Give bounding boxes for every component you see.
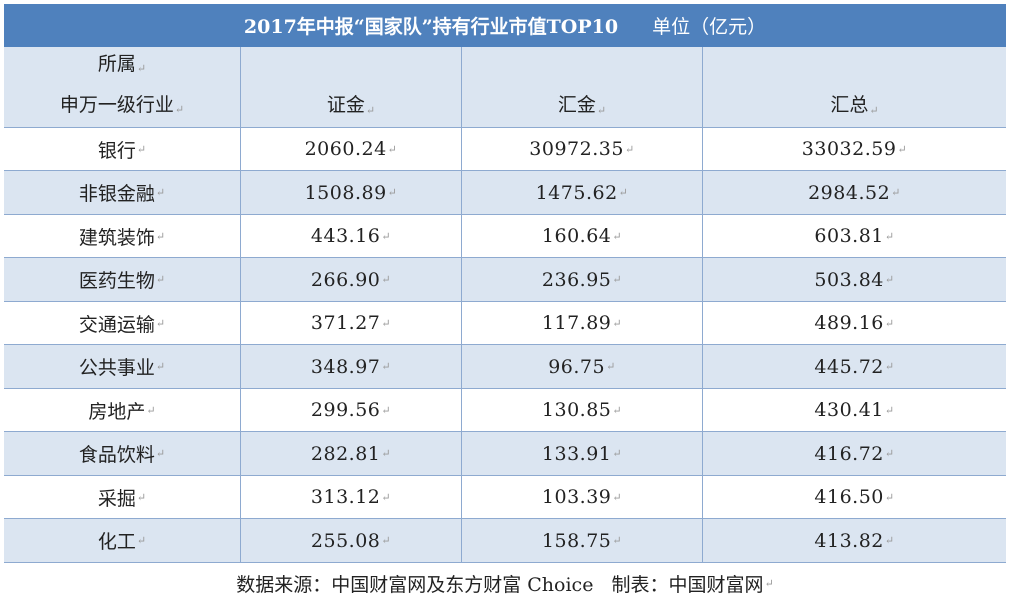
- cell-industry: 交通运输 ↵: [4, 302, 241, 345]
- cell-zhengjin: 282.81 ↵: [241, 432, 462, 476]
- table-row: 非银金融 ↵ 1508.89 ↵ 1475.62 ↵ 2984.52 ↵: [4, 171, 1006, 215]
- header-industry-line1: 所属: [97, 53, 136, 75]
- cell-industry: 银行 ↵: [4, 128, 241, 171]
- cell-industry: 采掘 ↵: [4, 476, 241, 519]
- header-zhengjin-label: 证金: [326, 94, 365, 116]
- cell-industry: 非银金融 ↵: [4, 171, 241, 215]
- cell-zhengjin: 299.56 ↵: [241, 389, 462, 432]
- cell-huijin: 236.95 ↵: [462, 258, 703, 302]
- table-row: 公共事业 ↵ 348.97 ↵ 96.75 ↵ 445.72 ↵: [4, 345, 1006, 389]
- header-huijin-label: 汇金: [557, 94, 596, 116]
- cell-zhengjin: 313.12 ↵: [241, 476, 462, 519]
- cell-total: 430.41 ↵: [703, 389, 1006, 432]
- cell-industry: 建筑装饰 ↵: [4, 215, 241, 258]
- cell-total: 489.16 ↵: [703, 302, 1006, 345]
- table-title: 2017年中报“国家队”持有行业市值TOP10: [243, 16, 619, 38]
- cell-total: 33032.59 ↵: [703, 128, 1006, 171]
- cell-zhengjin: 2060.24 ↵: [241, 128, 462, 171]
- header-zhengjin: 证金 ↵: [241, 47, 462, 128]
- table-row: 医药生物 ↵ 266.90 ↵ 236.95 ↵ 503.84 ↵: [4, 258, 1006, 302]
- table-row: 交通运输 ↵ 371.27 ↵ 117.89 ↵ 489.16 ↵: [4, 302, 1006, 345]
- header-total-label: 汇总: [830, 94, 869, 116]
- cell-total: 445.72 ↵: [703, 345, 1006, 389]
- table-row: 食品饮料 ↵ 282.81 ↵ 133.91 ↵ 416.72 ↵: [4, 432, 1006, 476]
- cell-total: 416.72 ↵: [703, 432, 1006, 476]
- cell-huijin: 103.39 ↵: [462, 476, 703, 519]
- table-title-bar: 2017年中报“国家队”持有行业市值TOP10 单位（亿元）: [4, 4, 1006, 47]
- cell-industry: 食品饮料 ↵: [4, 432, 241, 476]
- table-row: 化工 ↵ 255.08 ↵ 158.75 ↵ 413.82 ↵: [4, 519, 1006, 563]
- cell-industry: 公共事业 ↵: [4, 345, 241, 389]
- cell-total: 503.84 ↵: [703, 258, 1006, 302]
- cell-industry: 医药生物 ↵: [4, 258, 241, 302]
- cell-huijin: 133.91 ↵: [462, 432, 703, 476]
- table-row: 建筑装饰 ↵ 443.16 ↵ 160.64 ↵ 603.81 ↵: [4, 215, 1006, 258]
- cell-zhengjin: 255.08 ↵: [241, 519, 462, 563]
- cell-huijin: 158.75 ↵: [462, 519, 703, 563]
- header-row: 所属↵ 申万一级行业↵ 证金 ↵ 汇金 ↵ 汇总 ↵: [4, 47, 1006, 128]
- cell-zhengjin: 348.97 ↵: [241, 345, 462, 389]
- cell-zhengjin: 371.27 ↵: [241, 302, 462, 345]
- cell-industry: 房地产 ↵: [4, 389, 241, 432]
- table-row: 银行 ↵ 2060.24 ↵ 30972.35 ↵ 33032.59 ↵: [4, 128, 1006, 171]
- cell-total: 413.82 ↵: [703, 519, 1006, 563]
- cell-huijin: 1475.62 ↵: [462, 171, 703, 215]
- table-row: 采掘 ↵ 313.12 ↵ 103.39 ↵ 416.50 ↵: [4, 476, 1006, 519]
- cell-huijin: 130.85 ↵: [462, 389, 703, 432]
- cell-total: 603.81 ↵: [703, 215, 1006, 258]
- cell-huijin: 96.75 ↵: [462, 345, 703, 389]
- table-row: 房地产 ↵ 299.56 ↵ 130.85 ↵ 430.41 ↵: [4, 389, 1006, 432]
- cell-huijin: 160.64 ↵: [462, 215, 703, 258]
- source-footer-text: 数据来源：中国财富网及东方财富 Choice 制表：中国财富网: [236, 574, 764, 596]
- header-industry: 所属↵ 申万一级行业↵: [4, 47, 241, 128]
- cell-zhengjin: 1508.89 ↵: [241, 171, 462, 215]
- cell-industry: 化工 ↵: [4, 519, 241, 563]
- cell-total: 2984.52 ↵: [703, 171, 1006, 215]
- header-huijin: 汇金 ↵: [462, 47, 703, 128]
- cell-huijin: 117.89 ↵: [462, 302, 703, 345]
- cell-zhengjin: 443.16 ↵: [241, 215, 462, 258]
- cell-zhengjin: 266.90 ↵: [241, 258, 462, 302]
- source-footer: 数据来源：中国财富网及东方财富 Choice 制表：中国财富网 ↵: [4, 563, 1006, 604]
- cell-total: 416.50 ↵: [703, 476, 1006, 519]
- cell-huijin: 30972.35 ↵: [462, 128, 703, 171]
- header-industry-line2: 申万一级行业: [59, 94, 174, 116]
- unit-label: 单位（亿元）: [652, 16, 767, 38]
- header-total: 汇总 ↵: [703, 47, 1006, 128]
